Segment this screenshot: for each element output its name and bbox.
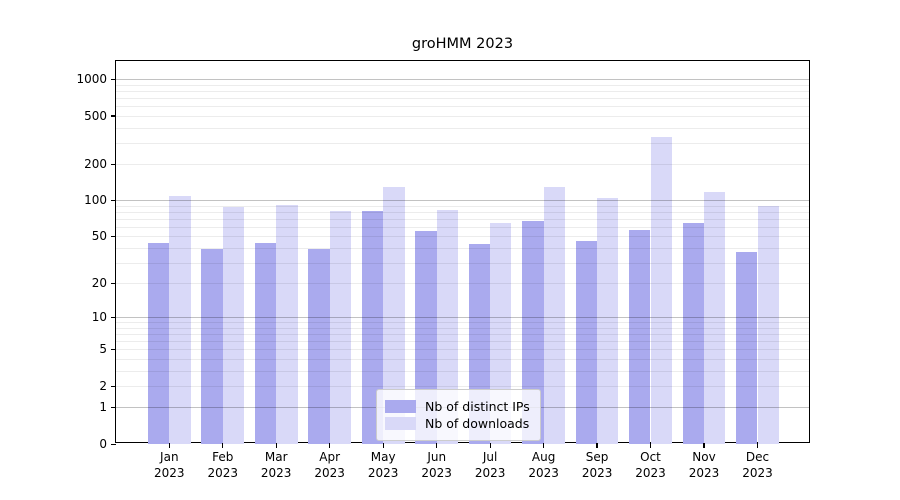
legend: Nb of distinct IPs Nb of downloads: [376, 389, 541, 441]
x-tick-sep: [596, 443, 598, 448]
x-tick-label-jul: Jul 2023: [474, 450, 506, 480]
bar-downloads-sep: [597, 197, 619, 444]
bar-downloads-dec: [757, 205, 779, 444]
x-tick-dec: [756, 443, 759, 448]
x-tick-jan: [168, 443, 170, 448]
bar-ips-jan: [147, 243, 170, 444]
y-tick-label-20: 20: [91, 276, 107, 291]
y-tick-label-100: 100: [84, 193, 107, 208]
legend-label-distinct-ips: Nb of distinct IPs: [425, 399, 530, 414]
x-tick-label-feb: Feb 2023: [207, 450, 239, 480]
y-tick-0: [111, 443, 116, 445]
x-tick-apr: [329, 443, 331, 448]
legend-label-downloads: Nb of downloads: [425, 416, 530, 431]
x-tick-label-mar: Mar 2023: [260, 450, 292, 480]
x-tick-label-apr: Apr 2023: [314, 450, 345, 480]
bar-downloads-jan: [169, 195, 191, 444]
y-tick-500: [111, 115, 116, 117]
x-tick-label-nov: Nov 2023: [688, 450, 720, 480]
x-tick-oct: [649, 443, 652, 448]
bar-ips-sep: [575, 240, 598, 444]
y-tick-label-50: 50: [91, 229, 107, 244]
y-tick-10: [111, 316, 116, 319]
bar-ips-oct: [629, 229, 651, 444]
bar-ips-apr: [308, 249, 330, 444]
x-tick-label-jan: Jan 2023: [154, 450, 185, 480]
bar-ips-aug: [522, 220, 544, 444]
bar-downloads-apr: [329, 210, 352, 444]
bar-downloads-mar: [276, 205, 298, 444]
y-tick-100: [111, 199, 116, 202]
y-tick-label-5: 5: [99, 342, 107, 357]
y-tick-label-1000: 1000: [76, 72, 107, 87]
chart-title: groHMM 2023: [411, 36, 514, 52]
axis-layer: 0 1 2 5 10 20 50 100 200 500 1000 Jan 2023 Feb 2023 Mar…: [76, 61, 809, 480]
bar-downloads-nov: [704, 192, 726, 444]
x-tick-label-dec: Dec 2023: [742, 450, 773, 480]
x-tick-may: [382, 443, 384, 448]
bar-ips-may: [361, 211, 384, 444]
bar-downloads-jul: [490, 222, 512, 444]
x-tick-label-may: May 2023: [367, 450, 399, 480]
x-tick-feb: [222, 443, 224, 448]
plot-area: 0 1 2 5 10 20 50 100 200 500 1000 Jan 2023 Feb 2023 Mar…: [76, 60, 810, 480]
y-tick-200: [111, 163, 116, 165]
x-tick-label-oct: Oct 2023: [635, 450, 666, 480]
bar-downloads-feb: [222, 207, 245, 444]
x-tick-label-aug: Aug 2023: [528, 450, 559, 480]
bar-ips-dec: [736, 252, 758, 444]
y-tick-1: [111, 406, 116, 409]
y-tick-1000: [111, 78, 116, 81]
bar-ips-feb: [201, 249, 223, 444]
y-tick-50: [111, 235, 116, 238]
bar-ips-nov: [682, 222, 704, 444]
bar-downloads-oct: [650, 136, 672, 444]
y-tick-label-1: 1: [99, 400, 107, 415]
legend-swatch-distinct-ips: [385, 400, 416, 413]
x-tick-mar: [275, 443, 277, 448]
y-tick-5: [111, 348, 116, 351]
y-tick-label-0: 0: [99, 437, 107, 451]
bars-layer: [116, 61, 809, 444]
legend-item-distinct-ips: Nb of distinct IPs: [385, 399, 530, 414]
y-tick-label-2: 2: [99, 379, 107, 393]
x-tick-label-sep: Sep 2023: [581, 450, 613, 480]
y-tick-label-200: 200: [84, 157, 107, 171]
legend-swatch-downloads: [385, 417, 416, 430]
legend-item-downloads: Nb of downloads: [385, 416, 530, 431]
x-tick-jul: [489, 443, 491, 448]
y-tick-label-500: 500: [84, 108, 107, 123]
y-tick-label-10: 10: [91, 310, 107, 325]
y-tick-2: [111, 385, 116, 387]
y-tick-20: [111, 282, 116, 285]
x-tick-nov: [703, 443, 705, 448]
bar-downloads-may: [383, 186, 405, 444]
x-tick-label-jun: Jun 2023: [421, 450, 452, 480]
bar-downloads-jun: [436, 210, 459, 444]
x-tick-jun: [436, 443, 438, 448]
bar-ips-mar: [254, 243, 277, 444]
bar-downloads-aug: [543, 187, 565, 444]
x-tick-aug: [542, 443, 545, 448]
